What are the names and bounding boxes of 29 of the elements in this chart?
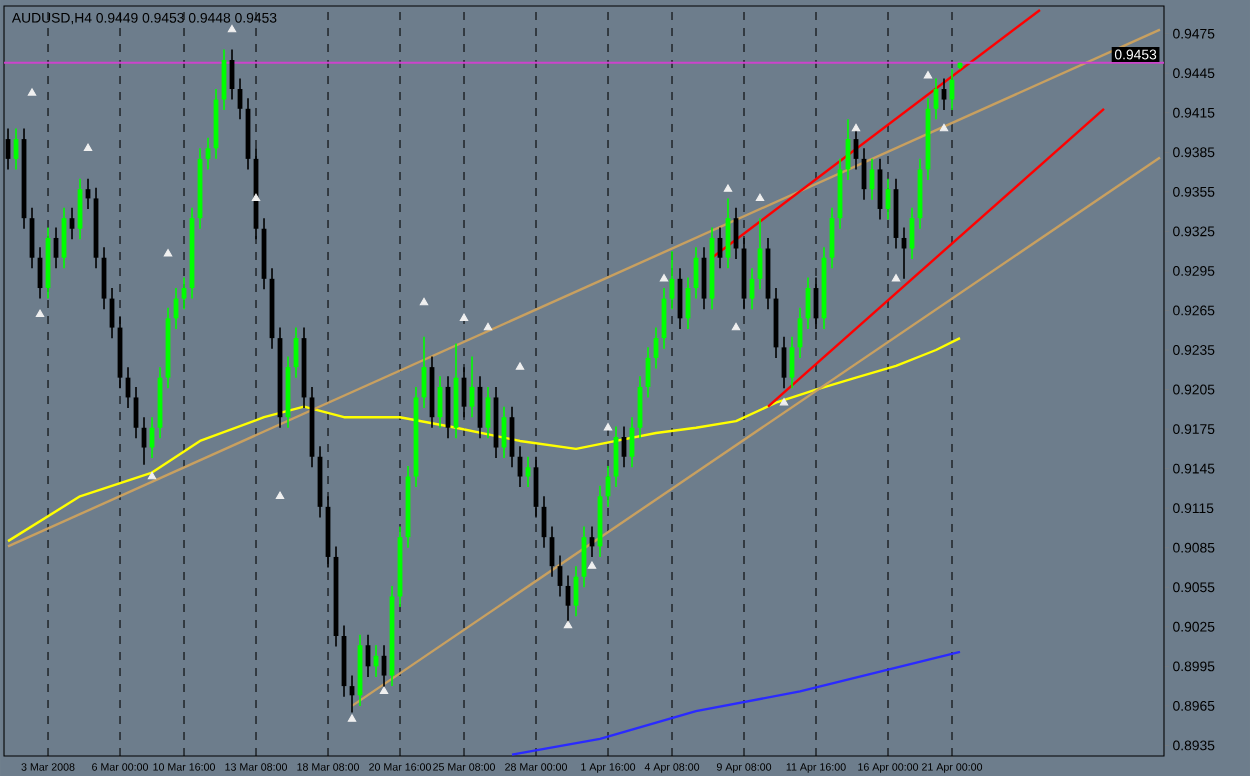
candlestick — [525, 455, 531, 488]
point — [275, 491, 285, 499]
point — [515, 362, 525, 370]
point — [731, 322, 741, 331]
point — [83, 143, 93, 151]
point — [587, 561, 597, 569]
point — [603, 422, 613, 431]
point — [27, 88, 37, 96]
point — [939, 123, 949, 132]
point — [723, 184, 733, 192]
line-series — [510, 650, 962, 756]
point — [891, 274, 901, 282]
point — [419, 297, 429, 306]
point — [35, 309, 45, 318]
point — [779, 397, 789, 406]
point — [851, 123, 861, 132]
point — [755, 193, 765, 202]
point — [347, 714, 357, 722]
point — [459, 313, 469, 322]
point — [163, 248, 173, 257]
point — [379, 686, 389, 695]
point — [563, 620, 573, 629]
point — [923, 71, 933, 79]
point — [251, 193, 261, 202]
point — [227, 24, 237, 33]
point — [147, 471, 157, 480]
line-series — [6, 336, 962, 543]
point — [483, 322, 493, 331]
point — [659, 274, 669, 282]
